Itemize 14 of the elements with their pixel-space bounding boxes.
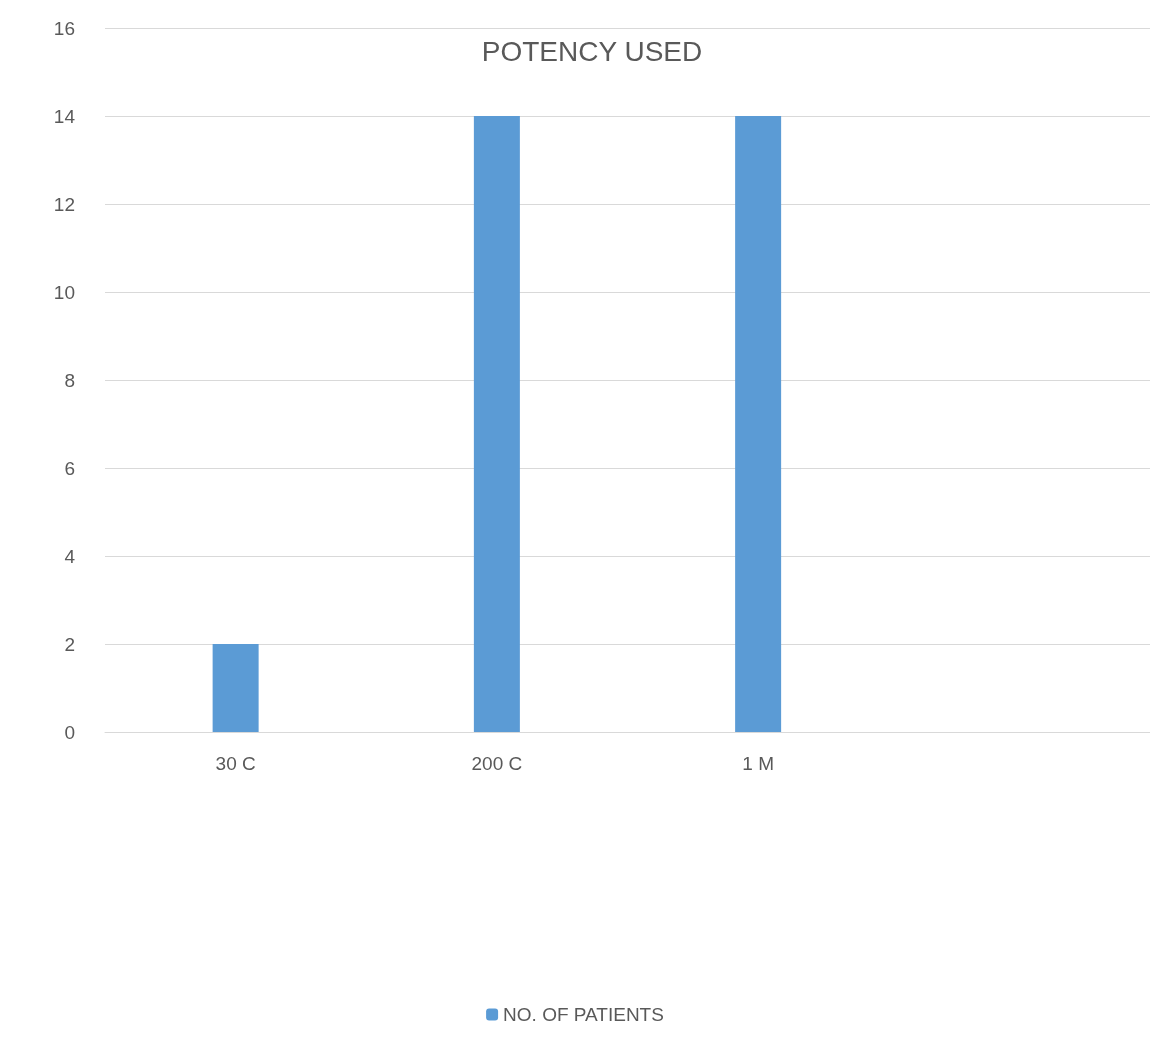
x-tick-label: 1 M <box>742 753 774 774</box>
y-tick-label: 16 <box>53 17 75 39</box>
y-tick-label: 0 <box>64 721 75 743</box>
y-tick-label: 6 <box>64 457 75 479</box>
y-tick-label: 14 <box>53 105 76 127</box>
y-tick-label: 12 <box>53 193 75 215</box>
y-tick-label: 2 <box>64 633 75 655</box>
x-tick-label: 30 C <box>215 753 256 774</box>
x-tick-label: 200 C <box>471 753 523 774</box>
legend-label: NO. OF PATIENTS <box>503 1004 664 1025</box>
chart-title: POTENCY USED <box>481 35 703 67</box>
y-tick-label: 8 <box>64 369 75 391</box>
y-tick-label: 10 <box>53 281 75 303</box>
y-tick-label: 4 <box>64 545 76 567</box>
